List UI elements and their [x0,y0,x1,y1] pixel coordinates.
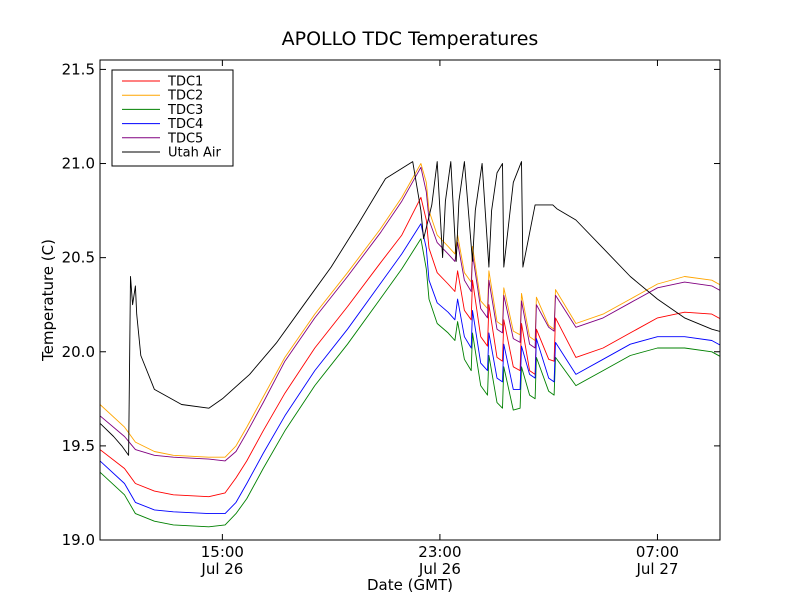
y-tick-label: 21.0 [62,155,95,173]
chart-title: APOLLO TDC Temperatures [282,28,539,50]
plot-frame [99,59,721,541]
x-axis-label: Date (GMT) [367,576,453,594]
x-tick-date-label: Jul 26 [200,560,243,578]
x-tick-time-label: 15:00 [201,543,244,561]
series-layer [100,161,720,528]
legend-label-utah-air: Utah Air [168,146,221,161]
series-line-tdc1 [100,196,720,498]
y-axis-ticks: 19.0 19.5 20.0 20.5 21.0 21.5 [62,60,720,549]
y-tick-label: 20.5 [62,249,95,267]
legend-box [111,69,234,167]
legend-label-tdc3: TDC3 [167,103,203,118]
y-axis-label: Temperature (C) [39,239,57,362]
y-tick-label: 19.5 [62,437,95,455]
x-tick-time-label: 23:00 [418,543,461,561]
legend-label-tdc4: TDC4 [167,117,203,132]
series-line-tdc2 [100,163,720,458]
series-line-tdc4 [100,223,720,515]
series-line-tdc3 [100,238,720,528]
x-tick-date-label: Jul 27 [635,560,678,578]
y-tick-label: 20.0 [62,343,95,361]
series-line-utah-air [100,161,720,456]
legend-label-tdc1: TDC1 [167,75,203,90]
y-tick-label: 19.0 [62,531,95,549]
legend-label-tdc5: TDC5 [167,131,203,146]
x-tick-time-label: 07:00 [636,543,679,561]
x-tick-date-label: Jul 26 [418,560,461,578]
y-tick-label: 21.5 [62,60,95,78]
series-line-tdc5 [100,166,720,462]
legend-label-tdc2: TDC2 [167,89,203,104]
